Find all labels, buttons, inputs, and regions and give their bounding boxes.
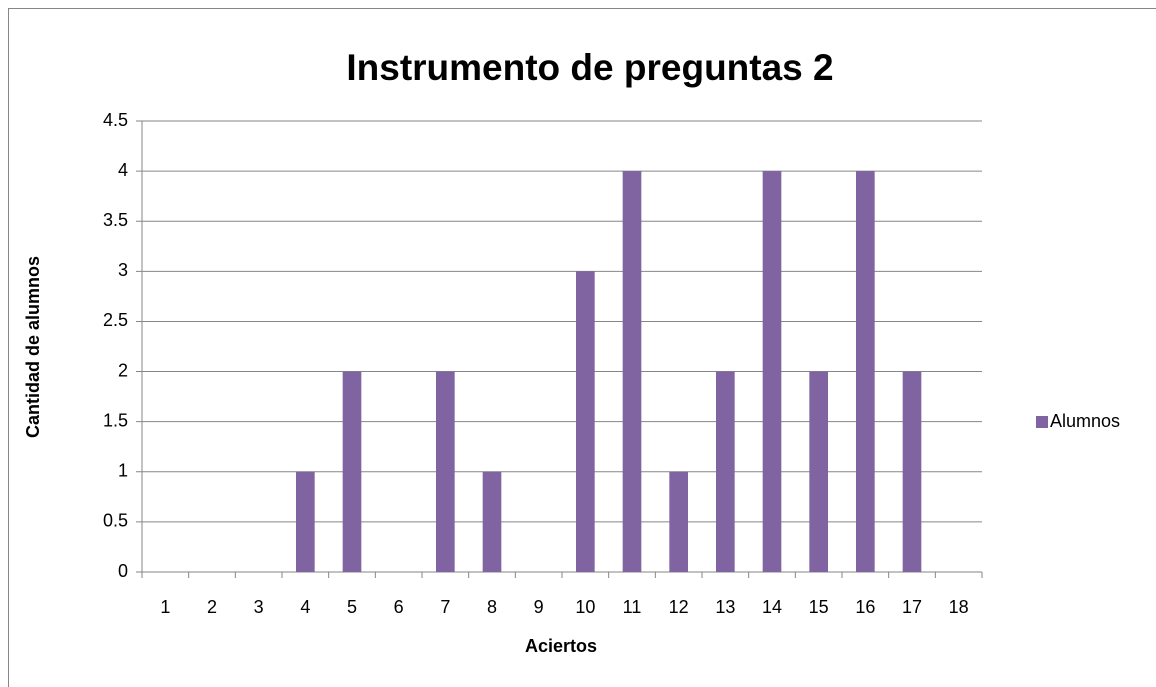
- x-tick-label: 6: [394, 597, 404, 617]
- x-tick-label: 2: [207, 597, 217, 617]
- bar: [622, 171, 642, 572]
- bar: [902, 371, 922, 572]
- x-tick-label: 16: [855, 597, 875, 617]
- x-tick-label: 11: [623, 597, 642, 617]
- x-tick-label: 8: [487, 597, 497, 617]
- x-tick-label: 18: [949, 597, 969, 617]
- bar: [436, 371, 455, 572]
- x-tick-label: 14: [762, 597, 782, 617]
- bar: [809, 371, 828, 572]
- y-tick-label: 2: [118, 360, 128, 380]
- x-tick-label: 17: [902, 597, 922, 617]
- y-tick-label: 4.5: [103, 110, 128, 130]
- chart-title: Instrumento de preguntas 2: [346, 47, 833, 88]
- legend-swatch: [1036, 416, 1048, 428]
- x-tick-label: 7: [440, 597, 450, 617]
- y-tick-label: 2.5: [103, 310, 128, 330]
- y-tick-label: 1.5: [103, 410, 128, 430]
- x-axis-label: Aciertos: [525, 636, 597, 656]
- bar: [762, 171, 782, 572]
- y-axis-label: Cantidad de alumnos: [23, 256, 43, 438]
- bar: [342, 371, 362, 572]
- x-tick-label: 4: [300, 597, 310, 617]
- bar: [482, 471, 502, 572]
- bar: [669, 471, 688, 572]
- legend-label: Alumnos: [1050, 411, 1120, 431]
- x-tick-label: 5: [347, 597, 357, 617]
- x-tick-label: 9: [534, 597, 544, 617]
- x-tick-label: 12: [669, 597, 689, 617]
- bar: [856, 171, 875, 572]
- bar: [716, 371, 735, 572]
- x-tick-label: 13: [715, 597, 735, 617]
- y-tick-label: 0: [118, 561, 128, 581]
- bar: [576, 271, 595, 572]
- y-tick-label: 3.5: [103, 210, 128, 230]
- y-tick-label: 1: [118, 461, 128, 481]
- y-tick-label: 0.5: [103, 511, 128, 531]
- bar: [296, 471, 315, 572]
- x-tick-label: 1: [160, 597, 170, 617]
- x-tick-label: 15: [809, 597, 829, 617]
- y-tick-label: 4: [118, 160, 128, 180]
- x-tick-label: 3: [254, 597, 264, 617]
- y-tick-label: 3: [118, 260, 128, 280]
- x-tick-label: 10: [575, 597, 595, 617]
